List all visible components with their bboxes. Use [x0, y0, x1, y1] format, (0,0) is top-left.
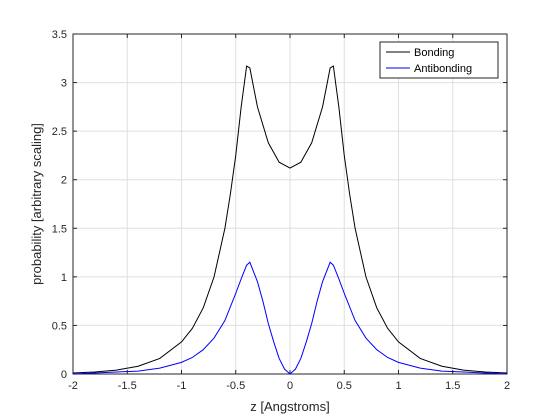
y-tick-label: 0.5: [52, 320, 67, 332]
x-tick-label: -1: [177, 380, 187, 392]
x-tick-label: 0.5: [337, 380, 352, 392]
grid: [72, 33, 508, 375]
y-tick-label: 1.5: [52, 223, 67, 235]
x-axis-label: z [Angstroms]: [250, 399, 329, 414]
y-tick-label: 3.5: [52, 29, 67, 41]
legend: Bonding Antibonding: [379, 41, 499, 79]
axis-ticks: -2 -1.5 -1 -0.5 0 0.5 1 1.5 2 0 0.5 1 1.5 2 2.5 3 3.5: [52, 29, 510, 392]
series-lines: [72, 65, 508, 375]
y-tick-label: 2.5: [52, 126, 67, 138]
series-line-antibonding: [72, 261, 508, 375]
x-tick-label: -2: [68, 380, 78, 392]
x-tick-label: 1.5: [445, 380, 460, 392]
legend-box: [379, 41, 499, 79]
y-tick-label: 2: [61, 175, 67, 187]
y-tick-label: 0: [61, 369, 67, 381]
series-line-bonding: [72, 65, 508, 374]
x-tick-label: 2: [504, 380, 510, 392]
legend-label-antibonding: Antibonding: [414, 63, 472, 75]
x-tick-label: -1.5: [118, 380, 137, 392]
y-tick-label: 1: [61, 272, 67, 284]
x-tick-label: 1: [395, 380, 401, 392]
legend-label-bonding: Bonding: [414, 47, 454, 59]
x-tick-label: 0: [287, 380, 293, 392]
y-axis-label: probability [arbitrary scaling]: [29, 123, 44, 285]
y-tick-label: 3: [61, 78, 67, 90]
x-tick-label: -0.5: [226, 380, 245, 392]
